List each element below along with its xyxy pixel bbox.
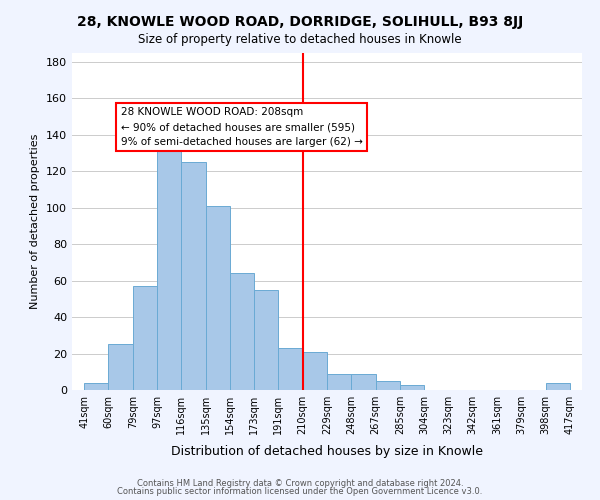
Bar [254, 290, 278, 390]
Bar [157, 120, 181, 390]
Text: 28, KNOWLE WOOD ROAD, DORRIDGE, SOLIHULL, B93 8JJ: 28, KNOWLE WOOD ROAD, DORRIDGE, SOLIHULL… [77, 15, 523, 29]
Bar [278, 348, 303, 390]
Text: Size of property relative to detached houses in Knowle: Size of property relative to detached ho… [138, 32, 462, 46]
Text: Contains public sector information licensed under the Open Government Licence v3: Contains public sector information licen… [118, 487, 482, 496]
Bar [327, 374, 351, 390]
Bar [109, 344, 133, 390]
Bar [230, 273, 254, 390]
Bar [303, 352, 327, 390]
Bar [545, 382, 570, 390]
Bar [84, 382, 109, 390]
Y-axis label: Number of detached properties: Number of detached properties [31, 134, 40, 309]
Bar [133, 286, 157, 390]
Text: Contains HM Land Registry data © Crown copyright and database right 2024.: Contains HM Land Registry data © Crown c… [137, 478, 463, 488]
X-axis label: Distribution of detached houses by size in Knowle: Distribution of detached houses by size … [171, 446, 483, 458]
Bar [181, 162, 206, 390]
Bar [376, 381, 400, 390]
Text: 28 KNOWLE WOOD ROAD: 208sqm
← 90% of detached houses are smaller (595)
9% of sem: 28 KNOWLE WOOD ROAD: 208sqm ← 90% of det… [121, 107, 362, 147]
Bar [206, 206, 230, 390]
Bar [351, 374, 376, 390]
Bar [400, 384, 424, 390]
